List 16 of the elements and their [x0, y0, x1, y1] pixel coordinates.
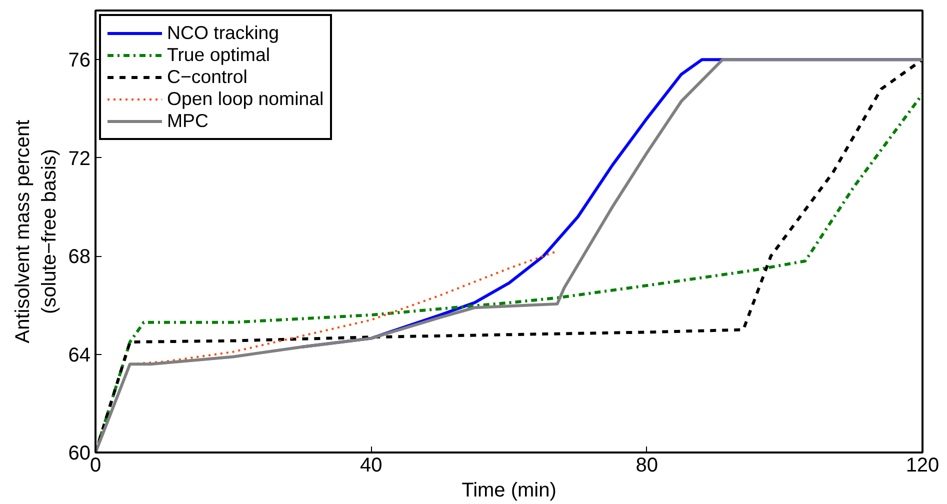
- x-tick-label: 0: [90, 454, 102, 476]
- y-axis-title: Antisolvent mass percent (solute−free basis): [12, 119, 60, 344]
- legend-label: NCO tracking: [167, 22, 279, 44]
- x-tick-label: 80: [636, 454, 658, 476]
- legend-label: C−control: [167, 66, 248, 88]
- y-tick-label: 60: [68, 442, 91, 464]
- y-tick-label: 72: [68, 148, 91, 170]
- x-tick-label: 120: [906, 454, 940, 476]
- y-tick-label: 76: [68, 50, 91, 72]
- y-tick-label: 68: [68, 246, 91, 268]
- legend-label: True optimal: [167, 44, 270, 66]
- y-tick-label: 64: [68, 344, 91, 366]
- x-axis-title: Time (min): [462, 480, 556, 502]
- legend-label: MPC: [167, 110, 208, 132]
- x-tick-label: 40: [360, 454, 382, 476]
- legend-label: Open loop nominal: [167, 88, 324, 110]
